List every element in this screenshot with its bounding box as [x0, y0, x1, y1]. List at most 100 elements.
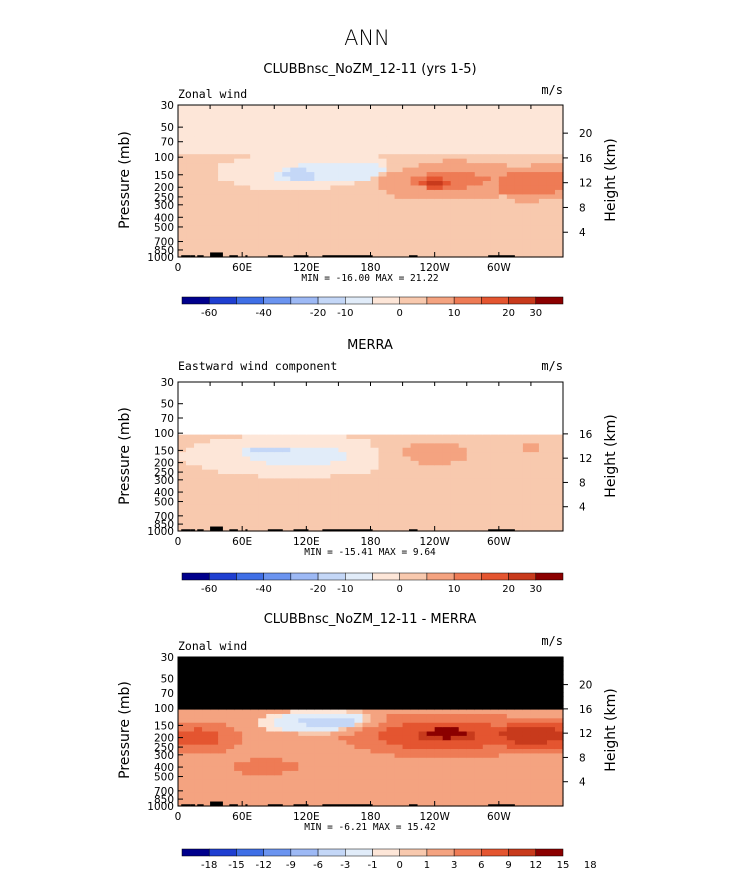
- field-cell: [450, 105, 460, 111]
- panel-reanalysis-units: m/s: [541, 359, 563, 373]
- field-cell: [394, 460, 404, 466]
- field-cell: [210, 127, 219, 133]
- field-cell: [226, 753, 235, 759]
- field-cell: [442, 784, 452, 790]
- field-cell: [314, 154, 323, 160]
- field-cell: [506, 212, 516, 218]
- field-cell: [386, 430, 396, 436]
- field-cell: [386, 456, 396, 462]
- field-cell: [290, 438, 299, 444]
- field-cell: [482, 131, 492, 137]
- field-cell: [458, 194, 468, 200]
- field-cell: [434, 762, 444, 768]
- field-cell: [378, 487, 388, 493]
- field-cell: [338, 113, 348, 120]
- field-cell: [370, 239, 380, 245]
- field-cell: [202, 731, 211, 737]
- field-cell: [338, 474, 348, 480]
- panel-model: CLUBBnsc_NoZM_12-11 (yrs 1-5) Zonal wind…: [117, 62, 619, 319]
- field-cell: [442, 194, 452, 200]
- field-cell: [458, 696, 468, 702]
- field-cell: [218, 176, 227, 182]
- field-cell: [370, 252, 380, 258]
- colorbar-swatch: [236, 296, 264, 305]
- field-cell: [298, 478, 307, 484]
- field-cell: [354, 465, 364, 471]
- field-cell: [394, 221, 404, 227]
- field-cell: [290, 670, 299, 676]
- field-cell: [298, 252, 307, 258]
- field-cell: [346, 239, 356, 245]
- field-cell: [218, 744, 227, 750]
- field-cell: [298, 766, 307, 772]
- field-cell: [498, 674, 508, 680]
- field-cell: [322, 705, 331, 711]
- field-cell: [266, 163, 275, 169]
- field-cell: [258, 661, 267, 667]
- field-cell: [226, 198, 235, 204]
- field-cell: [258, 447, 267, 453]
- field-cell: [338, 522, 348, 528]
- field-cell: [418, 465, 428, 471]
- field-cell: [490, 248, 500, 254]
- field-cell: [306, 399, 315, 405]
- field-cell: [434, 775, 444, 781]
- field-cell: [346, 109, 356, 115]
- field-cell: [226, 722, 235, 728]
- field-cell: [290, 687, 299, 693]
- field-cell: [386, 766, 396, 772]
- field-cell: [226, 395, 235, 401]
- field-cell: [402, 797, 412, 803]
- field-cell: [522, 408, 532, 414]
- field-cell: [458, 757, 468, 763]
- field-cell: [498, 705, 508, 711]
- field-cell: [370, 478, 380, 484]
- field-cell: [274, 678, 283, 684]
- field-cell: [418, 443, 428, 449]
- field-cell: [202, 105, 211, 111]
- field-cell: [458, 465, 468, 471]
- field-cell: [410, 665, 420, 671]
- field-cell: [306, 509, 315, 515]
- field-cell: [242, 140, 251, 146]
- field-cell: [506, 766, 516, 772]
- field-cell: [410, 252, 420, 258]
- field-cell: [258, 390, 267, 396]
- field-cell: [474, 500, 484, 506]
- field-cell: [370, 784, 380, 790]
- field-cell: [242, 417, 251, 423]
- field-cell: [290, 243, 299, 249]
- field-cell: [242, 382, 251, 387]
- field-cell: [450, 434, 460, 440]
- field-cell: [514, 225, 524, 231]
- field-cell: [218, 234, 227, 240]
- field-cell: [202, 735, 211, 741]
- field-cell: [274, 207, 283, 213]
- field-cell: [282, 801, 291, 807]
- field-cell: [290, 408, 299, 414]
- field-cell: [362, 770, 372, 776]
- field-cell: [394, 417, 404, 423]
- field-cell: [458, 474, 468, 480]
- field-cell: [426, 176, 436, 182]
- field-cell: [306, 158, 315, 164]
- field-cell: [410, 417, 420, 423]
- x-tick-label: 0: [175, 262, 182, 274]
- field-cell: [202, 149, 211, 155]
- field-cell: [202, 176, 211, 182]
- field-cell: [474, 425, 484, 431]
- field-cell: [258, 797, 267, 803]
- field-cell: [322, 234, 331, 240]
- field-cell: [226, 482, 235, 488]
- field-cell: [474, 456, 484, 462]
- field-cell: [450, 172, 460, 178]
- field-cell: [410, 749, 420, 755]
- field-cell: [434, 225, 444, 231]
- field-cell: [258, 216, 267, 222]
- field-cell: [434, 509, 444, 515]
- field-cell: [330, 399, 340, 405]
- field-cell: [426, 749, 436, 755]
- field-cell: [226, 517, 235, 523]
- field-cell: [306, 452, 315, 458]
- field-cell: [450, 456, 460, 462]
